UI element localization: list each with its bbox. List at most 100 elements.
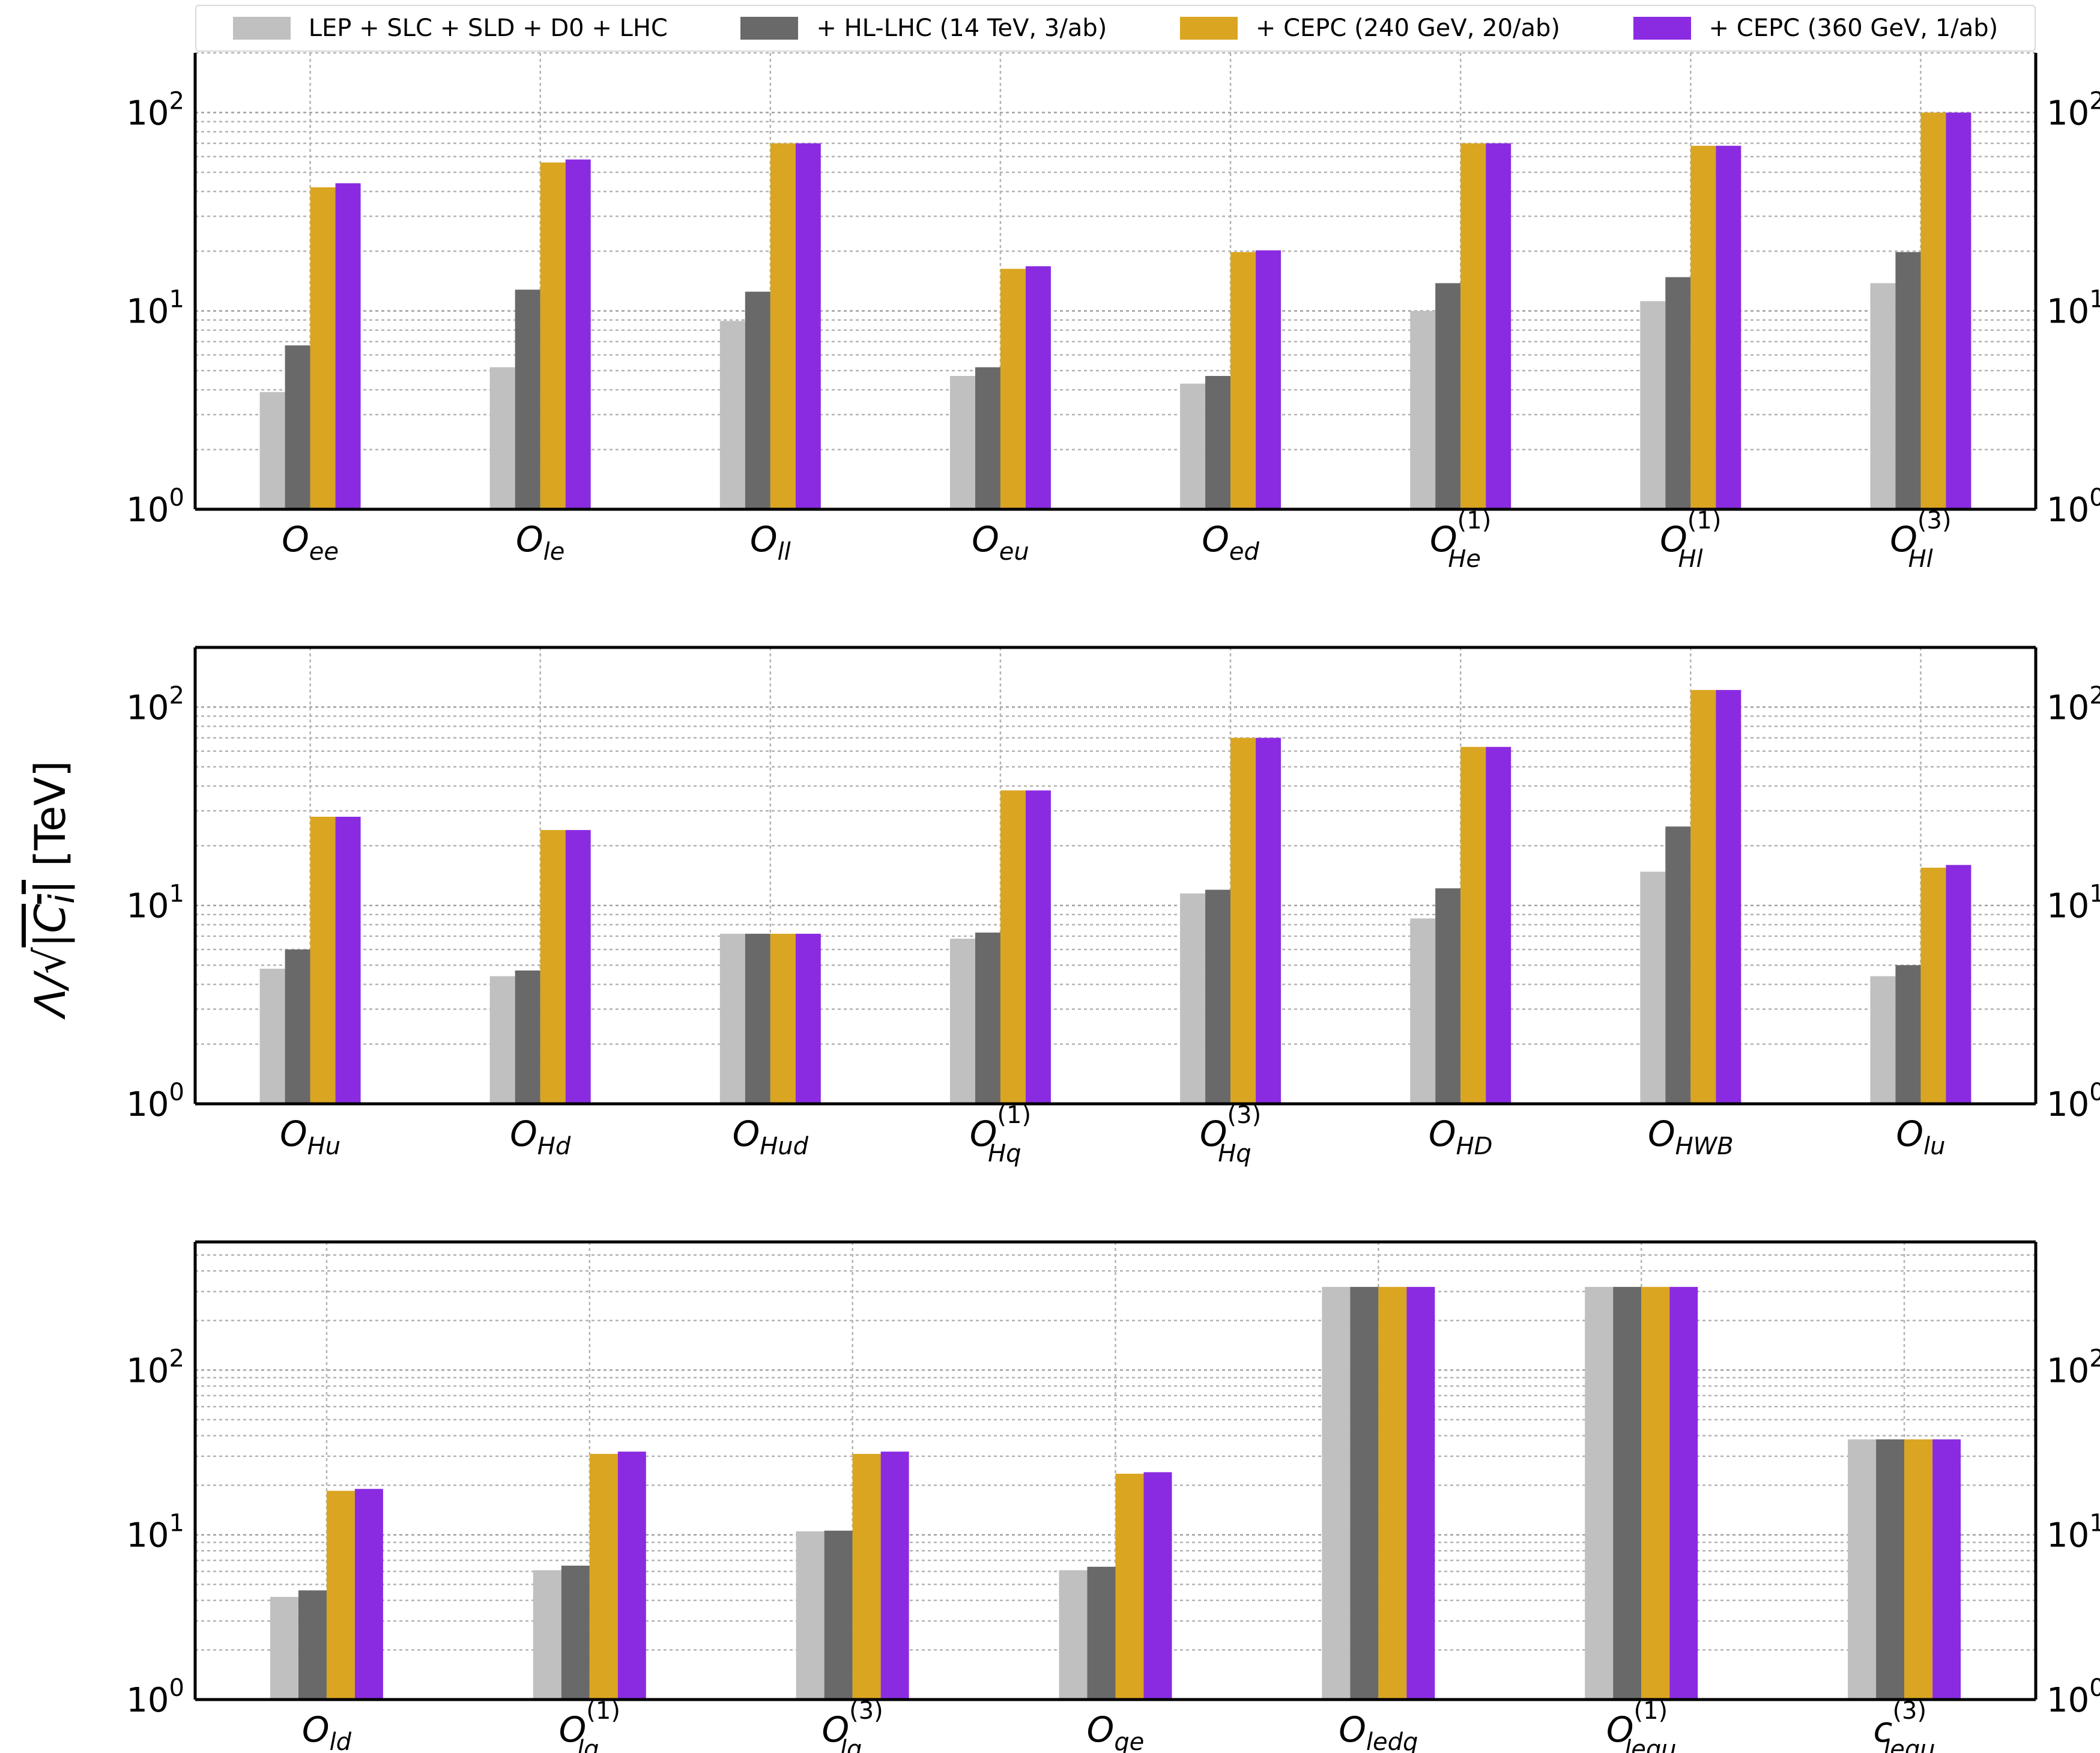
bar-1-8-4 xyxy=(1946,112,1971,509)
panel-2: 100 100 101 101 102 102 OHu OHd OHud O(1) Hq O(3) Hq… xyxy=(126,646,2100,1167)
bar-1-4-1 xyxy=(949,376,975,509)
bar-2-3-4 xyxy=(795,933,821,1104)
y-tick-label-left: 101 xyxy=(126,286,184,332)
bar-2-3-2 xyxy=(745,933,770,1104)
bar-2-1-3 xyxy=(310,817,336,1104)
y-tick-label-left: 101 xyxy=(126,1510,184,1555)
bar-3-3-1 xyxy=(796,1531,825,1700)
x-tick-label: O(1) lequ xyxy=(1606,1697,1677,1753)
bar-3-4-3 xyxy=(1115,1473,1144,1700)
bar-3-4-1 xyxy=(1059,1570,1088,1700)
bar-1-2-3 xyxy=(540,162,566,509)
legend-swatch-1 xyxy=(232,17,291,40)
panel-1: 100 100 101 101 102 102 Oee Ole Oll Oeu Oed O(1) He O… xyxy=(126,52,2100,573)
bar-1-4-2 xyxy=(975,367,1000,509)
bar-3-3-4 xyxy=(880,1452,909,1700)
y-tick-label-left: 100 xyxy=(126,1674,184,1720)
bar-1-6-2 xyxy=(1435,283,1461,509)
bar-2-7-4 xyxy=(1716,689,1741,1104)
bar-2-1-4 xyxy=(335,817,361,1104)
y-tick-label-right: 102 xyxy=(2047,87,2100,133)
bar-3-1-3 xyxy=(326,1491,355,1700)
bar-1-7-2 xyxy=(1665,277,1691,509)
bar-1-2-2 xyxy=(515,289,540,509)
bar-3-6-4 xyxy=(1669,1286,1698,1700)
bar-2-5-3 xyxy=(1230,737,1256,1104)
x-tick-label: O(3) lq xyxy=(822,1697,883,1753)
bar-1-1-4 xyxy=(335,183,361,509)
bar-2-2-2 xyxy=(515,970,540,1104)
x-tick-label: O(1) Hl xyxy=(1660,507,1721,573)
x-tick-label: Ole xyxy=(516,519,564,566)
bar-2-5-1 xyxy=(1180,893,1206,1104)
y-tick-label-right: 102 xyxy=(2047,682,2100,727)
y-tick-label-left: 102 xyxy=(126,87,184,133)
bar-3-4-2 xyxy=(1087,1566,1116,1700)
legend-item-3: + CEPC (240 GeV, 20/ab) xyxy=(1179,14,1561,42)
bar-1-5-2 xyxy=(1205,376,1231,509)
legend-swatch-2 xyxy=(740,17,799,40)
y-tick-label-left: 102 xyxy=(126,682,184,727)
bar-3-3-3 xyxy=(852,1453,881,1700)
y-tick-label-right: 100 xyxy=(2047,1674,2100,1720)
legend-label-3: + CEPC (240 GeV, 20/ab) xyxy=(1255,14,1561,42)
bar-2-7-3 xyxy=(1690,689,1716,1104)
legend-item-4: + CEPC (360 GeV, 1/ab) xyxy=(1633,14,1998,42)
y-tick-label-right: 101 xyxy=(2047,1510,2100,1555)
bar-1-6-3 xyxy=(1460,143,1486,510)
bar-3-1-2 xyxy=(298,1590,327,1700)
bar-1-2-4 xyxy=(565,159,591,510)
bar-1-1-2 xyxy=(285,345,310,509)
bar-2-4-1 xyxy=(949,939,975,1104)
x-tick-label: Oll xyxy=(750,519,791,566)
y-tick-label-right: 101 xyxy=(2047,286,2100,332)
bar-1-8-3 xyxy=(1920,112,1946,509)
bar-2-8-1 xyxy=(1870,976,1896,1104)
bar-2-1-2 xyxy=(285,949,310,1104)
bar-2-7-2 xyxy=(1665,826,1691,1104)
bar-3-7-3 xyxy=(1904,1439,1933,1700)
legend-item-1: LEP + SLC + SLD + D0 + LHC xyxy=(232,14,668,42)
bar-2-4-2 xyxy=(975,932,1000,1104)
y-tick-label-left: 101 xyxy=(126,880,184,926)
bar-2-3-3 xyxy=(770,933,796,1104)
bar-2-6-4 xyxy=(1486,746,1511,1104)
x-tick-label: OHu xyxy=(280,1113,340,1160)
y-tick-label-right: 100 xyxy=(2047,1079,2100,1124)
bar-2-8-3 xyxy=(1920,867,1946,1104)
bar-2-2-1 xyxy=(489,976,515,1104)
legend-swatch-3 xyxy=(1179,17,1238,40)
bar-2-4-4 xyxy=(1025,790,1051,1104)
bar-3-5-3 xyxy=(1378,1286,1407,1700)
y-tick-label-right: 100 xyxy=(2047,484,2100,530)
x-tick-label: OHud xyxy=(733,1113,809,1160)
bar-1-5-4 xyxy=(1256,250,1281,509)
bar-1-7-3 xyxy=(1690,145,1716,510)
y-tick-label-left: 100 xyxy=(126,1079,184,1124)
x-tick-label: Oee xyxy=(282,519,339,566)
bar-2-6-3 xyxy=(1460,746,1486,1104)
legend-label-1: LEP + SLC + SLD + D0 + LHC xyxy=(308,14,668,42)
x-tick-label: O(1) Hq xyxy=(970,1101,1031,1167)
bar-3-1-1 xyxy=(270,1597,298,1700)
bar-3-6-2 xyxy=(1613,1286,1642,1700)
x-tick-label: Oledq xyxy=(1339,1709,1418,1753)
bar-3-7-2 xyxy=(1876,1439,1905,1700)
x-tick-label: O(3) Hl xyxy=(1890,507,1951,573)
x-tick-label: O(3) Hq xyxy=(1200,1101,1261,1167)
x-tick-label: O(1) He xyxy=(1430,507,1491,573)
bar-1-3-4 xyxy=(795,143,821,510)
legend: LEP + SLC + SLD + D0 + LHC + HL-LHC (14 … xyxy=(195,5,2036,52)
bar-1-1-3 xyxy=(310,187,336,509)
bar-3-3-2 xyxy=(824,1530,853,1700)
y-tick-label-right: 101 xyxy=(2047,880,2100,926)
bar-2-6-1 xyxy=(1410,918,1436,1104)
x-tick-label: Oeu xyxy=(972,519,1029,566)
panel-3: 100 100 101 101 102 102 Old O(1) lq O(3) lq Oqe Oled… xyxy=(126,1240,2100,1753)
x-tick-label: Olu xyxy=(1896,1113,1945,1160)
bar-1-6-4 xyxy=(1486,143,1511,510)
bar-3-2-1 xyxy=(533,1570,561,1700)
bar-1-5-3 xyxy=(1230,252,1256,509)
bar-1-6-1 xyxy=(1410,310,1436,509)
